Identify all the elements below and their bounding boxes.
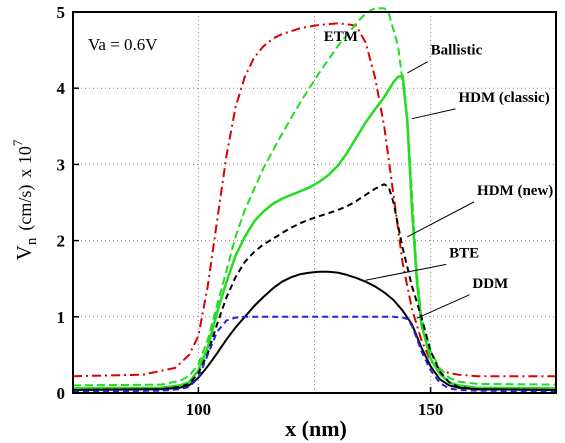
y-axis-label-main: V: [12, 245, 36, 260]
x-tick-label: 100: [186, 400, 212, 419]
annotation-hdm-new: HDM (new): [477, 183, 553, 199]
annotation-etm: ETM: [324, 29, 358, 45]
y-axis-label-scale: x 10: [15, 146, 35, 178]
grid: [73, 12, 556, 393]
y-tick-label: 2: [57, 232, 66, 251]
annotation-leader-hdm-new: [407, 201, 475, 238]
x-tick-label: 150: [418, 400, 444, 419]
y-tick-label: 4: [57, 79, 66, 98]
y-tick-label: 3: [57, 155, 66, 174]
y-tick-label: 1: [57, 308, 66, 327]
condition-label: Va = 0.6V: [88, 35, 158, 54]
annotation-leader-ddm: [416, 294, 470, 319]
plot-frame: [72, 11, 557, 394]
annotation-hdm-classic: HDM (classic): [458, 90, 549, 106]
annotation-ddm: DDM: [472, 276, 508, 292]
y-axis-label: Vn (cm/s) x 107: [10, 139, 40, 260]
y-axis-label-sub: n: [24, 237, 40, 245]
y-axis-label-unit: (cm/s): [15, 185, 36, 231]
svg-text:Vn(cm/s)x 107: Vn (cm/s) x 107: [10, 139, 40, 260]
annotation-leader-hdm-classic: [411, 108, 456, 120]
annotation-ballistic: Ballistic: [431, 43, 483, 59]
y-tick-label: 5: [57, 3, 66, 22]
series-line-ballistic: [72, 7, 557, 387]
annotation-leader-bte: [365, 263, 447, 281]
x-axis-label: x (nm): [285, 416, 347, 441]
series-line-hdm-new: [72, 183, 557, 391]
annotation-leader-ballistic: [407, 61, 428, 74]
y-tick-label: 0: [57, 384, 66, 403]
series-lines: [72, 7, 557, 393]
annotations: ETM Ballistic HDM (classic) HDM (new) BTE DDM: [324, 29, 553, 319]
series-line-ddm: [72, 315, 557, 393]
y-axis-label-exp: 7: [10, 139, 25, 146]
ticks: 100 150 0 1 2 3 4 5: [57, 3, 444, 419]
series-line-bte: [72, 270, 557, 391]
annotation-bte: BTE: [449, 245, 479, 261]
